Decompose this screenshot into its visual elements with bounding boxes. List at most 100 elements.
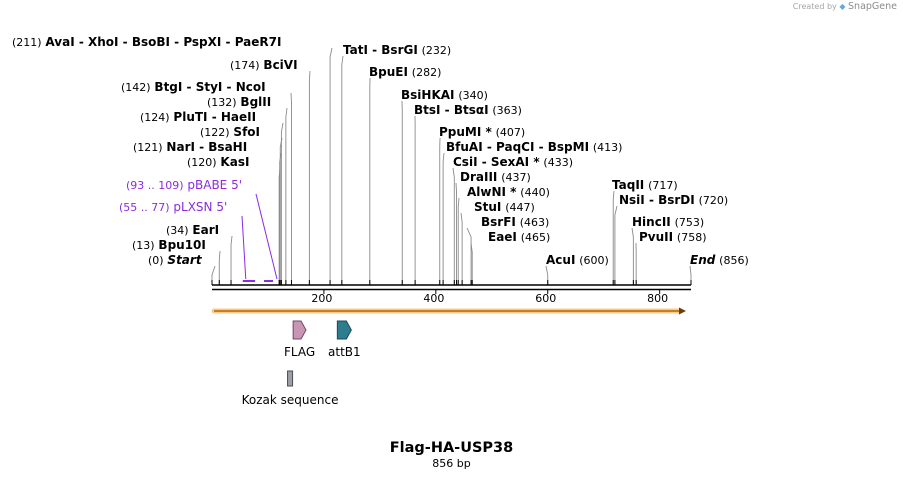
site-name: KasI	[220, 155, 249, 169]
primer-label-plxsn[interactable]: (55 .. 77) pLXSN 5'	[119, 200, 227, 214]
lead-line-pluti	[280, 122, 284, 285]
site-name: CsiI - SexAI *	[453, 155, 540, 169]
site-label-stui[interactable]: StuI (447)	[474, 200, 535, 214]
site-label-kasi[interactable]: (120) KasI	[187, 155, 249, 169]
site-label-alwni[interactable]: AlwNI * (440)	[467, 185, 550, 199]
site-label-csii[interactable]: CsiI - SexAI * (433)	[453, 155, 573, 169]
site-position: (463)	[520, 216, 550, 229]
feature-label-flag: FLAG	[284, 345, 315, 359]
primers: (93 .. 109) pBABE 5' (55 .. 77) pLXSN 5'	[119, 178, 278, 282]
snapgene-logo-icon: ◆	[839, 2, 846, 11]
axis-tick-label: 400	[423, 292, 444, 305]
site-name: BsiHKAI	[401, 88, 455, 102]
features: FLAG attB1 Kozak sequence	[242, 320, 361, 407]
site-label-bsrfi[interactable]: BsrFI (463)	[481, 215, 549, 229]
site-label-acui[interactable]: AcuI (600)	[546, 253, 609, 267]
site-position: (717)	[648, 179, 678, 192]
site-position: (124)	[140, 111, 170, 124]
feature-label-attb1: attB1	[328, 345, 361, 359]
site-label-earI[interactable]: (34) EarI	[166, 223, 219, 237]
site-position: (433)	[543, 156, 573, 169]
site-name: EaeI	[488, 230, 517, 244]
site-label-taqii[interactable]: TaqII (717)	[612, 178, 678, 192]
site-label-start[interactable]: (0) Start	[148, 253, 203, 267]
lead-line-sfoi	[279, 137, 283, 285]
site-name: BciVI	[263, 58, 297, 72]
axis-tick-label: 200	[311, 292, 332, 305]
lead-line-bglii	[285, 107, 288, 285]
site-label-hincii[interactable]: HincII (753)	[632, 215, 704, 229]
lead-line-nsii	[614, 205, 618, 285]
site-position: (142)	[121, 81, 151, 94]
site-label-bpuei[interactable]: BpuEI (282)	[369, 65, 441, 79]
feature-arrow-flag[interactable]	[292, 320, 307, 340]
site-position: (720)	[699, 194, 729, 207]
site-label-tati[interactable]: TatI - BsrGI (232)	[343, 43, 451, 57]
dna-backbone	[212, 284, 691, 291]
site-name: BglII	[240, 95, 271, 109]
site-name: TaqII	[612, 178, 644, 192]
site-label-nsii[interactable]: NsiI - BsrDI (720)	[619, 193, 728, 207]
site-label-sfoi[interactable]: (122) SfoI	[200, 125, 260, 139]
site-position: (465)	[521, 231, 551, 244]
feature-box-kozak[interactable]	[287, 370, 294, 387]
site-label-pvuii[interactable]: PvuII (758)	[639, 230, 707, 244]
site-name: EarI	[192, 223, 219, 237]
site-label-nari[interactable]: (121) NarI - BsaHI	[133, 140, 247, 154]
site-position: (232)	[422, 44, 452, 57]
site-position: (447)	[505, 201, 535, 214]
site-label-bglii[interactable]: (132) BglII	[207, 95, 271, 109]
site-name: HincII	[632, 215, 671, 229]
lead-line-stui	[460, 212, 463, 285]
site-name: SfoI	[233, 125, 260, 139]
site-label-eaei[interactable]: EaeI (465)	[488, 230, 550, 244]
site-label-btsi[interactable]: BtsI - BtsαI (363)	[414, 103, 522, 117]
site-position: (437)	[501, 171, 531, 184]
site-name: BtsI - BtsαI	[414, 103, 489, 117]
site-name: AvaI - XhoI - BsoBI - PspXI - PaeR7I	[45, 35, 281, 49]
axis-tick-label: 800	[647, 292, 668, 305]
site-label-bpu10i[interactable]: (13) Bpu10I	[132, 238, 206, 252]
site-label-end[interactable]: End (856)	[690, 253, 749, 267]
credit-brand: SnapGene	[848, 1, 897, 12]
map-title-block: Flag-HA-USP38 856 bp	[0, 440, 903, 470]
site-position: (120)	[187, 156, 217, 169]
site-name: Start	[167, 253, 202, 267]
site-label-bsihkai[interactable]: BsiHKAI (340)	[401, 88, 488, 102]
site-position: (122)	[200, 126, 230, 139]
site-position: (174)	[230, 59, 260, 72]
site-position: (856)	[719, 254, 749, 267]
site-name: BsrFI	[481, 215, 516, 229]
lead-line-bcivi	[308, 70, 311, 285]
site-name: StuI	[474, 200, 501, 214]
lead-line-draiii	[455, 182, 457, 285]
axis-tick-label: 600	[535, 292, 556, 305]
site-label-ppumi[interactable]: PpuMI * (407)	[439, 125, 525, 139]
site-name: PluTI - HaeII	[173, 110, 256, 124]
full-length-feature[interactable]	[211, 307, 686, 315]
lead-line-aval	[329, 47, 333, 285]
site-label-bfuai[interactable]: BfuAI - PaqCI - BspMI (413)	[446, 140, 622, 154]
site-position: (34)	[166, 224, 189, 237]
primer-lead-plxsn	[241, 215, 247, 280]
feature-arrow-head	[679, 307, 686, 315]
site-position: (132)	[207, 96, 237, 109]
lead-line-eaei	[470, 242, 473, 285]
site-name: Bpu10I	[158, 238, 205, 252]
primer-name: pBABE 5'	[187, 178, 242, 192]
lead-line-hincii	[631, 227, 634, 285]
lead-line-nari	[279, 152, 282, 285]
feature-arrow-attb1[interactable]	[336, 320, 352, 340]
site-label-draiii[interactable]: DraIII (437)	[460, 170, 531, 184]
lead-line-bpu10i	[218, 250, 221, 285]
site-label-aval[interactable]: (211) AvaI - XhoI - BsoBI - PspXI - PaeR…	[12, 35, 281, 49]
site-label-btgi[interactable]: (142) BtgI - StyI - NcoI	[121, 80, 266, 94]
site-label-pluti[interactable]: (124) PluTI - HaeII	[140, 110, 256, 124]
plasmid-name: Flag-HA-USP38	[389, 440, 514, 456]
site-position: (121)	[133, 141, 163, 154]
site-position: (600)	[579, 254, 609, 267]
primer-lead-pbabe	[255, 193, 278, 280]
site-label-bcivi[interactable]: (174) BciVI	[230, 58, 298, 72]
primer-label-pbabe[interactable]: (93 .. 109) pBABE 5'	[126, 178, 242, 192]
